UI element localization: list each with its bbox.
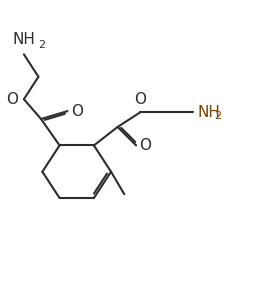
Text: O: O: [134, 92, 146, 107]
Text: 2: 2: [214, 111, 221, 121]
Text: NH: NH: [13, 32, 35, 47]
Text: 2: 2: [38, 39, 45, 50]
Text: O: O: [139, 138, 151, 153]
Text: O: O: [6, 92, 18, 107]
Text: O: O: [71, 104, 83, 119]
Text: NH: NH: [198, 105, 221, 120]
